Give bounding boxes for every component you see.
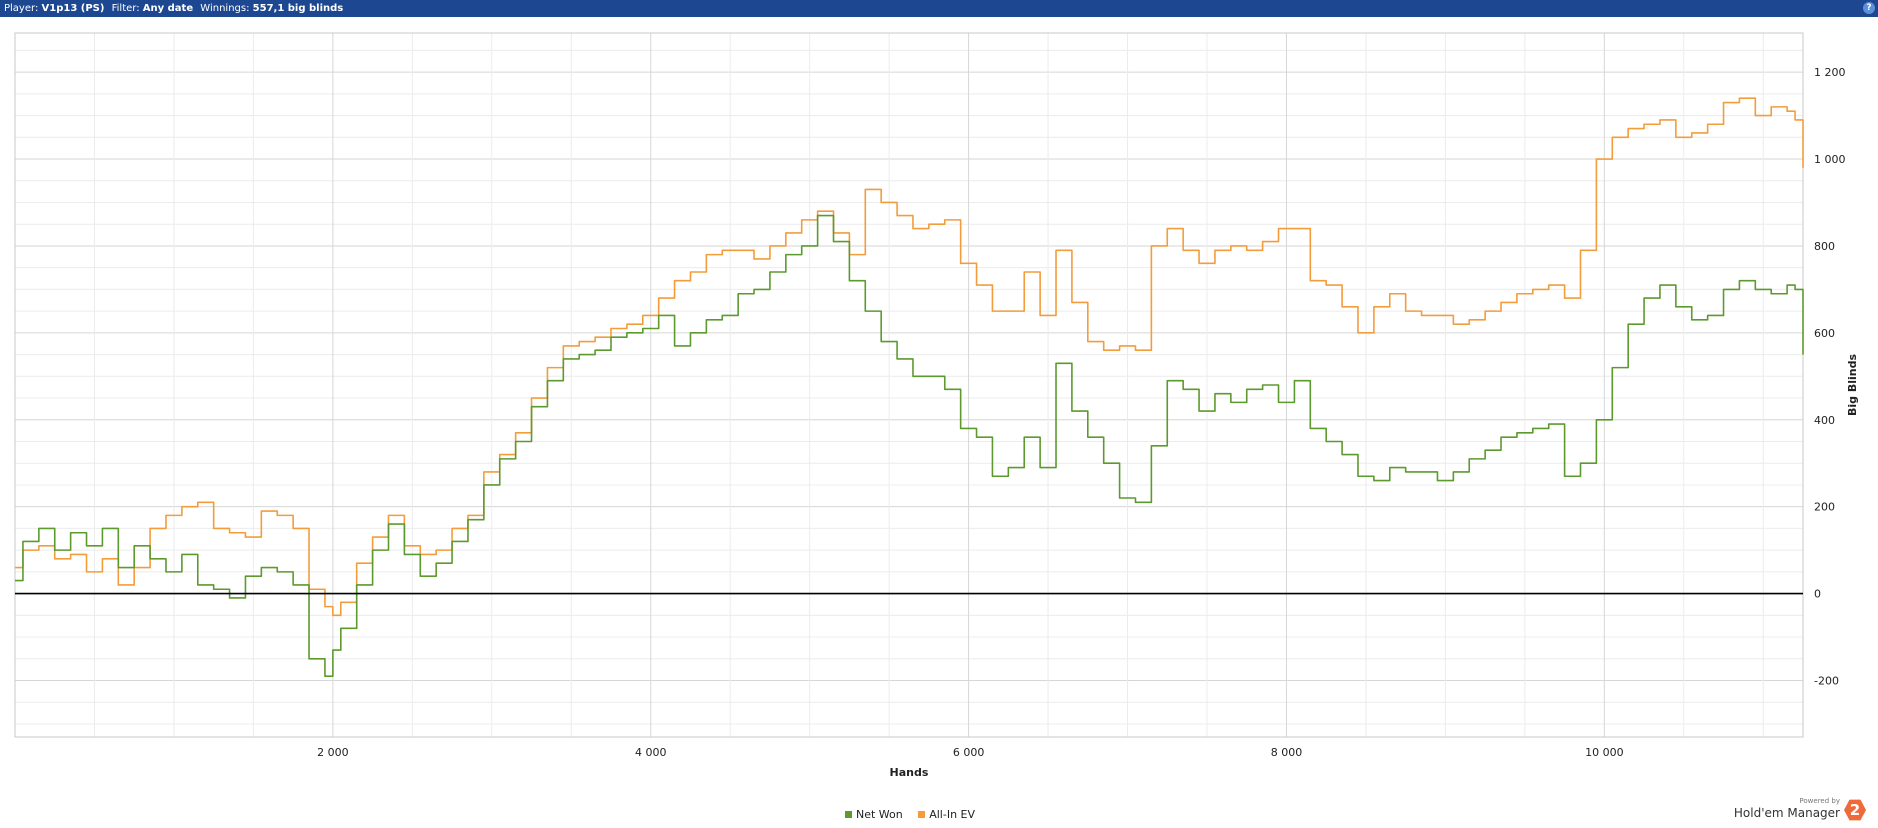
series-line-all-in-ev	[15, 98, 1803, 615]
grid	[15, 33, 1803, 737]
x-tick-label: 4 000	[635, 746, 667, 759]
y-tick-label: 1 200	[1814, 66, 1846, 79]
plot-border	[15, 33, 1803, 737]
title-bar: Player: V1p13 (PS) Filter: Any date Winn…	[0, 0, 1878, 17]
legend-label-net-won: Net Won	[856, 808, 903, 821]
y-tick-label: 600	[1814, 327, 1835, 340]
powered-by-text: Powered by	[1799, 797, 1840, 805]
y-tick-label: 200	[1814, 501, 1835, 514]
help-icon[interactable]: ?	[1863, 2, 1875, 14]
series-layer	[15, 98, 1803, 676]
series-line-net-won	[15, 216, 1803, 677]
winnings-chart: -200 0 200 400 600 800 1 000 1 200 2 000 4 000 6 0…	[0, 17, 1878, 807]
player-label: Player:	[4, 3, 38, 14]
brand-logo: Powered by Hold'em Manager 2	[1698, 795, 1878, 825]
x-tick-label: 10 000	[1585, 746, 1624, 759]
player-value: V1p13 (PS)	[42, 3, 105, 14]
x-tick-label: 2 000	[317, 746, 349, 759]
legend-swatch-net-won	[845, 811, 852, 818]
brand-name: Hold'em Manager	[1734, 806, 1840, 820]
x-tick-label: 6 000	[953, 746, 985, 759]
y-tick-label: -200	[1814, 675, 1839, 688]
y-tick-label: 1 000	[1814, 153, 1846, 166]
winnings-label: Winnings:	[200, 3, 249, 14]
y-tick-label: 400	[1814, 414, 1835, 427]
tick-labels: -200 0 200 400 600 800 1 000 1 200 2 000 4 000 6 0…	[317, 66, 1845, 759]
hm2-logo-icon: 2	[1844, 799, 1866, 821]
legend-swatch-all-in-ev	[918, 811, 925, 818]
legend-label-all-in-ev: All-In EV	[929, 808, 975, 821]
x-axis-title: Hands	[890, 766, 929, 779]
filter-value: Any date	[143, 3, 193, 14]
legend-item-all-in-ev[interactable]: All-In EV	[918, 808, 975, 821]
y-axis-title: Big Blinds	[1846, 354, 1859, 416]
y-tick-label: 0	[1814, 588, 1821, 601]
legend: Net Won All-In EV	[0, 808, 1820, 821]
filter-label: Filter:	[112, 3, 140, 14]
winnings-value: 557,1 big blinds	[253, 3, 344, 14]
legend-item-net-won[interactable]: Net Won	[845, 808, 903, 821]
x-tick-label: 8 000	[1271, 746, 1303, 759]
y-tick-label: 800	[1814, 240, 1835, 253]
